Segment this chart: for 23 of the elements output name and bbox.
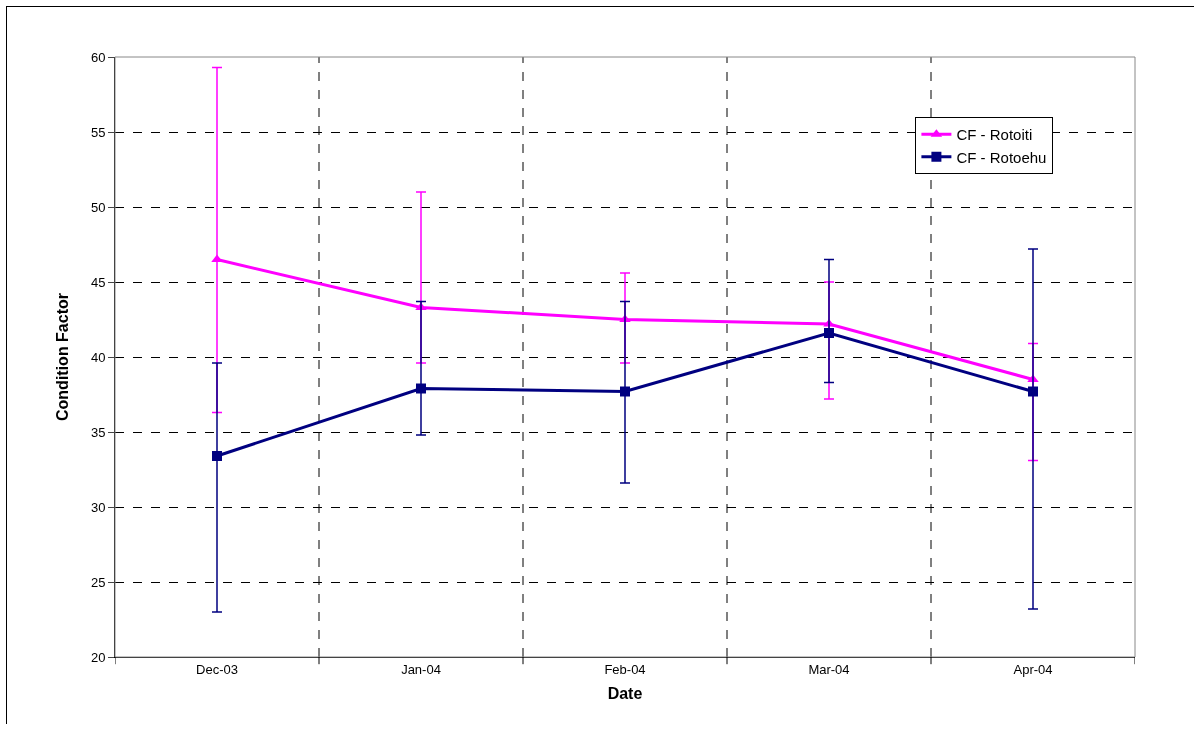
y-tick-label: 60 <box>90 49 106 65</box>
y-tick-label: 40 <box>90 349 106 365</box>
x-tick-label: Dec-03 <box>196 661 238 677</box>
y-tick-label: 45 <box>90 274 106 290</box>
point <box>416 383 426 394</box>
legend-label: CF - Rotoiti <box>956 126 1033 144</box>
y-tick-label: 30 <box>90 499 106 515</box>
point <box>620 386 630 397</box>
y-tick-label: 35 <box>90 424 106 440</box>
y-tick-label: 20 <box>90 649 106 665</box>
y-axis-title: Condition Factor <box>53 293 71 421</box>
y-tick-label: 50 <box>90 199 106 215</box>
legend-label: CF - Rotoehu <box>956 148 1047 166</box>
point <box>824 328 834 338</box>
x-tick-label: Mar-04 <box>808 661 850 677</box>
y-tick-label: 55 <box>90 124 106 140</box>
y-tick-label: 25 <box>90 574 106 590</box>
x-axis-title: Date <box>607 685 643 703</box>
point <box>212 451 222 461</box>
x-tick-label: Jan-04 <box>401 661 441 677</box>
point <box>1028 386 1038 397</box>
x-tick-label: Feb-04 <box>604 661 646 677</box>
x-tick-label: Apr-04 <box>1013 661 1053 677</box>
